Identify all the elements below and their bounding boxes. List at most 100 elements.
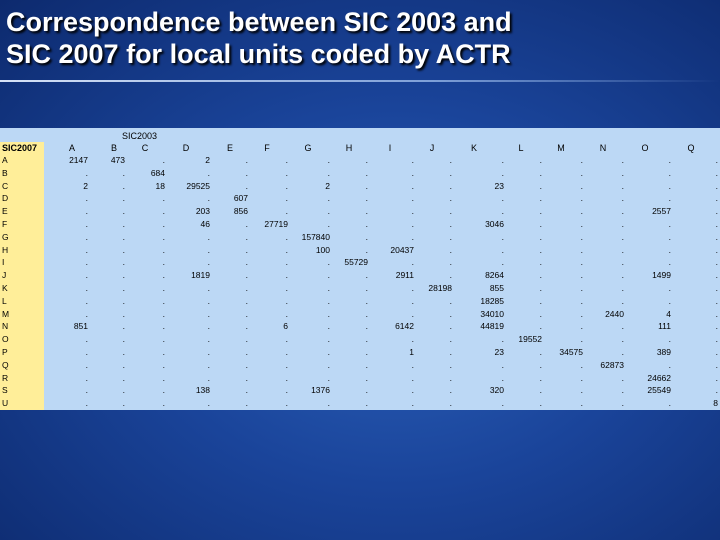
table-cell-empty: . <box>580 244 583 255</box>
row-label: R <box>2 372 9 383</box>
row-label: K <box>2 283 8 293</box>
table-cell-empty: . <box>327 257 330 268</box>
table-cell-empty: . <box>162 283 165 293</box>
table-cell-empty: . <box>122 295 125 306</box>
table-cell-empty: . <box>411 155 414 165</box>
table-cell-empty: . <box>715 270 718 281</box>
table-cell-empty: . <box>245 334 248 345</box>
table-cell-empty: . <box>365 206 368 217</box>
table-cell-empty: . <box>449 372 452 383</box>
table-cell-value: 29525 <box>186 180 210 191</box>
table-cell-empty: . <box>122 206 125 217</box>
table-cell-empty: . <box>539 359 542 370</box>
table-super-header: SIC2003 <box>122 131 158 141</box>
table-cell-empty: . <box>621 193 624 204</box>
table-cell-empty: . <box>122 270 125 281</box>
table-cell-empty: . <box>411 385 414 396</box>
table-cell-empty: . <box>162 231 165 242</box>
table-cell-empty: . <box>411 398 414 409</box>
column-header: L <box>518 143 524 153</box>
table-cell-value: 20437 <box>390 244 414 255</box>
table-cell-value: 203 <box>195 206 210 217</box>
table-cell-empty: . <box>245 321 248 332</box>
table-cell-value: 23 <box>494 347 504 357</box>
table-cell-empty: . <box>501 334 504 345</box>
table-cell-empty: . <box>285 295 288 306</box>
table-cell-empty: . <box>122 398 125 409</box>
table-cell-value: 2557 <box>652 206 671 217</box>
row-label: D <box>2 193 9 204</box>
table-cell-empty: . <box>668 398 671 409</box>
table-cell-empty: . <box>365 347 368 357</box>
table-cell-empty: . <box>285 155 288 165</box>
table-cell-empty: . <box>122 308 125 319</box>
column-header: C <box>141 143 149 153</box>
table-cell-value: 1376 <box>311 385 330 396</box>
table-cell-empty: . <box>715 244 718 255</box>
table-cell-empty: . <box>162 257 165 268</box>
table-cell-empty: . <box>449 193 452 204</box>
table-cell-empty: . <box>245 257 248 268</box>
table-cell-empty: . <box>621 257 624 268</box>
table-cell-empty: . <box>449 167 452 178</box>
table-cell-empty: . <box>668 193 671 204</box>
table-cell-empty: . <box>285 206 288 217</box>
table-cell-empty: . <box>501 244 504 255</box>
table-cell-empty: . <box>668 219 671 229</box>
table-cell-empty: . <box>449 295 452 306</box>
column-header: I <box>388 143 392 153</box>
row-label: N <box>2 321 9 332</box>
table-cell-empty: . <box>621 334 624 345</box>
table-cell-empty: . <box>327 372 330 383</box>
table-cell-value: 855 <box>489 283 504 293</box>
table-cell-empty: . <box>715 347 718 357</box>
column-header: M <box>557 143 565 153</box>
table-cell-empty: . <box>580 334 583 345</box>
table-cell-empty: . <box>122 372 125 383</box>
table-cell-empty: . <box>122 347 125 357</box>
table-cell-empty: . <box>539 347 542 357</box>
table-cell-empty: . <box>162 398 165 409</box>
table-cell-empty: . <box>122 167 125 178</box>
table-cell-empty: . <box>411 257 414 268</box>
table-cell-empty: . <box>162 244 165 255</box>
table-cell-empty: . <box>245 244 248 255</box>
slide-title-line-2: SIC 2007 for local units coded by ACTR <box>6 39 511 69</box>
table-cell-empty: . <box>207 231 210 242</box>
table-cell-empty: . <box>715 231 718 242</box>
table-cell-value: 1499 <box>652 270 671 281</box>
table-cell-value: 24662 <box>647 372 671 383</box>
table-cell-empty: . <box>162 334 165 345</box>
table-cell-empty: . <box>207 321 210 332</box>
table-cell-value: 28198 <box>428 283 452 293</box>
slide-title: Correspondence between SIC 2003 and SIC … <box>6 6 706 70</box>
table-cell-empty: . <box>122 257 125 268</box>
table-cell-empty: . <box>245 283 248 293</box>
table-cell-empty: . <box>411 219 414 229</box>
table-cell-empty: . <box>207 257 210 268</box>
table-cell-empty: . <box>327 398 330 409</box>
title-divider <box>0 80 720 82</box>
table-cell-value: 138 <box>195 385 210 396</box>
table-cell-empty: . <box>85 231 88 242</box>
table-cell-empty: . <box>411 359 414 370</box>
table-cell-empty: . <box>327 359 330 370</box>
table-cell-value: 8 <box>713 398 718 409</box>
table-cell-value: 100 <box>315 244 330 255</box>
table-cell-empty: . <box>501 155 504 165</box>
table-cell-value: 2440 <box>605 308 624 319</box>
table-cell-empty: . <box>580 398 583 409</box>
table-cell-empty: . <box>245 398 248 409</box>
table-cell-empty: . <box>365 231 368 242</box>
table-cell-empty: . <box>365 385 368 396</box>
table-cell-empty: . <box>245 180 248 191</box>
table-cell-empty: . <box>285 193 288 204</box>
table-cell-empty: . <box>285 385 288 396</box>
table-cell-value: 157840 <box>301 231 330 242</box>
table-cell-empty: . <box>285 180 288 191</box>
table-cell-empty: . <box>580 308 583 319</box>
table-cell-empty: . <box>668 334 671 345</box>
table-cell-empty: . <box>207 398 210 409</box>
table-cell-empty: . <box>539 385 542 396</box>
table-cell-empty: . <box>449 334 452 345</box>
